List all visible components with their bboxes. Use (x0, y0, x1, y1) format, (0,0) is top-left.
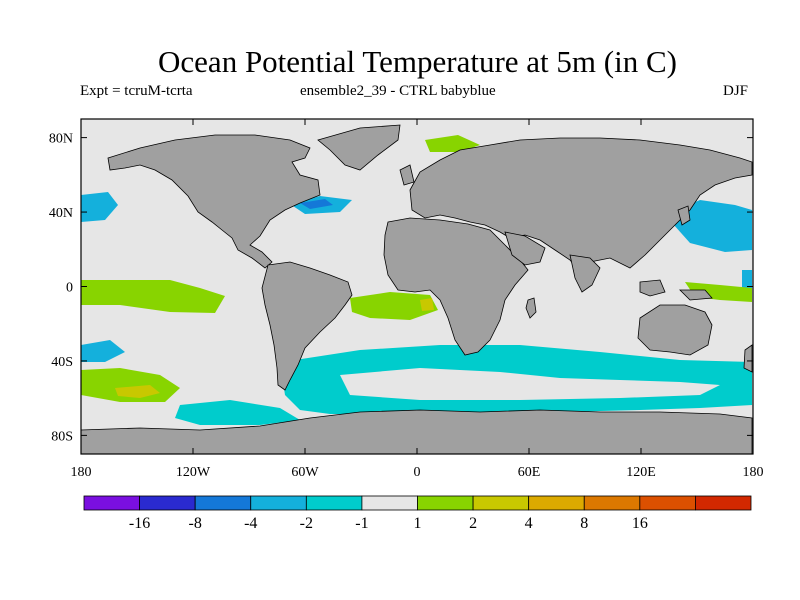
y-tick-label: 80N (49, 132, 73, 147)
anomaly-patch-tropical-atlantic-warm (350, 292, 438, 320)
colorbar-swatch (139, 495, 196, 511)
anomaly-patch-tropical-pacific-warm (81, 280, 225, 313)
colorbar-swatch (583, 495, 641, 511)
colorbar-label: 8 (580, 515, 588, 532)
y-tick-label: 40S (51, 355, 73, 370)
colorbar-label: -8 (189, 515, 202, 532)
land-masses (80, 124, 753, 455)
landmass-north-america (107, 134, 321, 269)
landmass-japan (677, 205, 691, 226)
landmass-madagascar (525, 297, 537, 319)
anomaly-patches (81, 135, 752, 425)
colorbar-swatch (83, 495, 140, 511)
colorbar-swatch (528, 495, 585, 511)
anomaly-patch-atlantic-warm-core (420, 298, 434, 311)
landmass-british-isles (399, 164, 415, 186)
landmass-new-guinea (679, 289, 713, 301)
colorbar-label: -2 (300, 515, 313, 532)
colorbar-swatch (472, 495, 530, 511)
colorbar-label: 1 (414, 515, 422, 532)
x-tick-label: 180 (71, 465, 92, 480)
landmass-india (569, 254, 601, 293)
colorbar-label: 16 (632, 515, 648, 532)
landmass-arabian-peninsula (504, 231, 546, 266)
season-label: DJF (723, 83, 749, 99)
anomaly-patch-arctic-warm (425, 135, 480, 152)
x-tick-label: 0 (414, 465, 421, 480)
y-tick-label: 0 (66, 281, 73, 296)
anomaly-patch-gulf-stream (300, 199, 333, 209)
landmass-africa (383, 217, 529, 356)
x-tick-label: 60E (518, 465, 541, 480)
colorbar-swatch (695, 495, 752, 511)
colorbar-swatch (250, 495, 307, 511)
landmass-antarctica (80, 409, 753, 455)
x-tick-label: 120E (626, 465, 656, 480)
colorbar-label: -4 (244, 515, 257, 532)
plot-title: Ocean Potential Temperature at 5m (in C) (158, 44, 677, 79)
anomaly-patch-south-pacific-cool (175, 400, 300, 425)
x-tick-label: 120W (176, 465, 211, 480)
y-tick-label: 40N (49, 206, 73, 221)
colorbar-label: -1 (355, 515, 368, 532)
experiment-label: Expt = tcruM-tcrta (80, 83, 193, 99)
anomaly-patch-southern-ocean-west (81, 340, 125, 362)
colorbar-label: 4 (525, 515, 533, 532)
landmass-south-america (261, 261, 353, 391)
colorbar-label: -16 (129, 515, 150, 532)
y-tick-label: 80S (51, 429, 73, 444)
x-tick-label: 60W (291, 465, 319, 480)
landmass-indonesia-borneo (639, 279, 666, 297)
colorbar-label: 2 (469, 515, 477, 532)
landmass-new-zealand (743, 344, 753, 373)
colorbar-swatch (417, 495, 474, 511)
colorbar-swatch (305, 495, 363, 511)
anomaly-patch-east-pacific-north (81, 192, 118, 222)
landmass-australia (637, 304, 713, 356)
landmass-greenland (317, 124, 401, 171)
colorbar-swatch (194, 495, 252, 511)
x-tick-label: 180 (743, 465, 764, 480)
landmass-eurasia (409, 137, 753, 271)
anomaly-patch-southern-ocean-inner (340, 368, 720, 400)
colorbar-swatch (639, 495, 696, 511)
colorbar-swatch (361, 495, 418, 511)
ensemble-label: ensemble2_39 - CTRL babyblue (300, 83, 496, 99)
anomaly-patch-south-pacific-warm-core (115, 385, 160, 398)
